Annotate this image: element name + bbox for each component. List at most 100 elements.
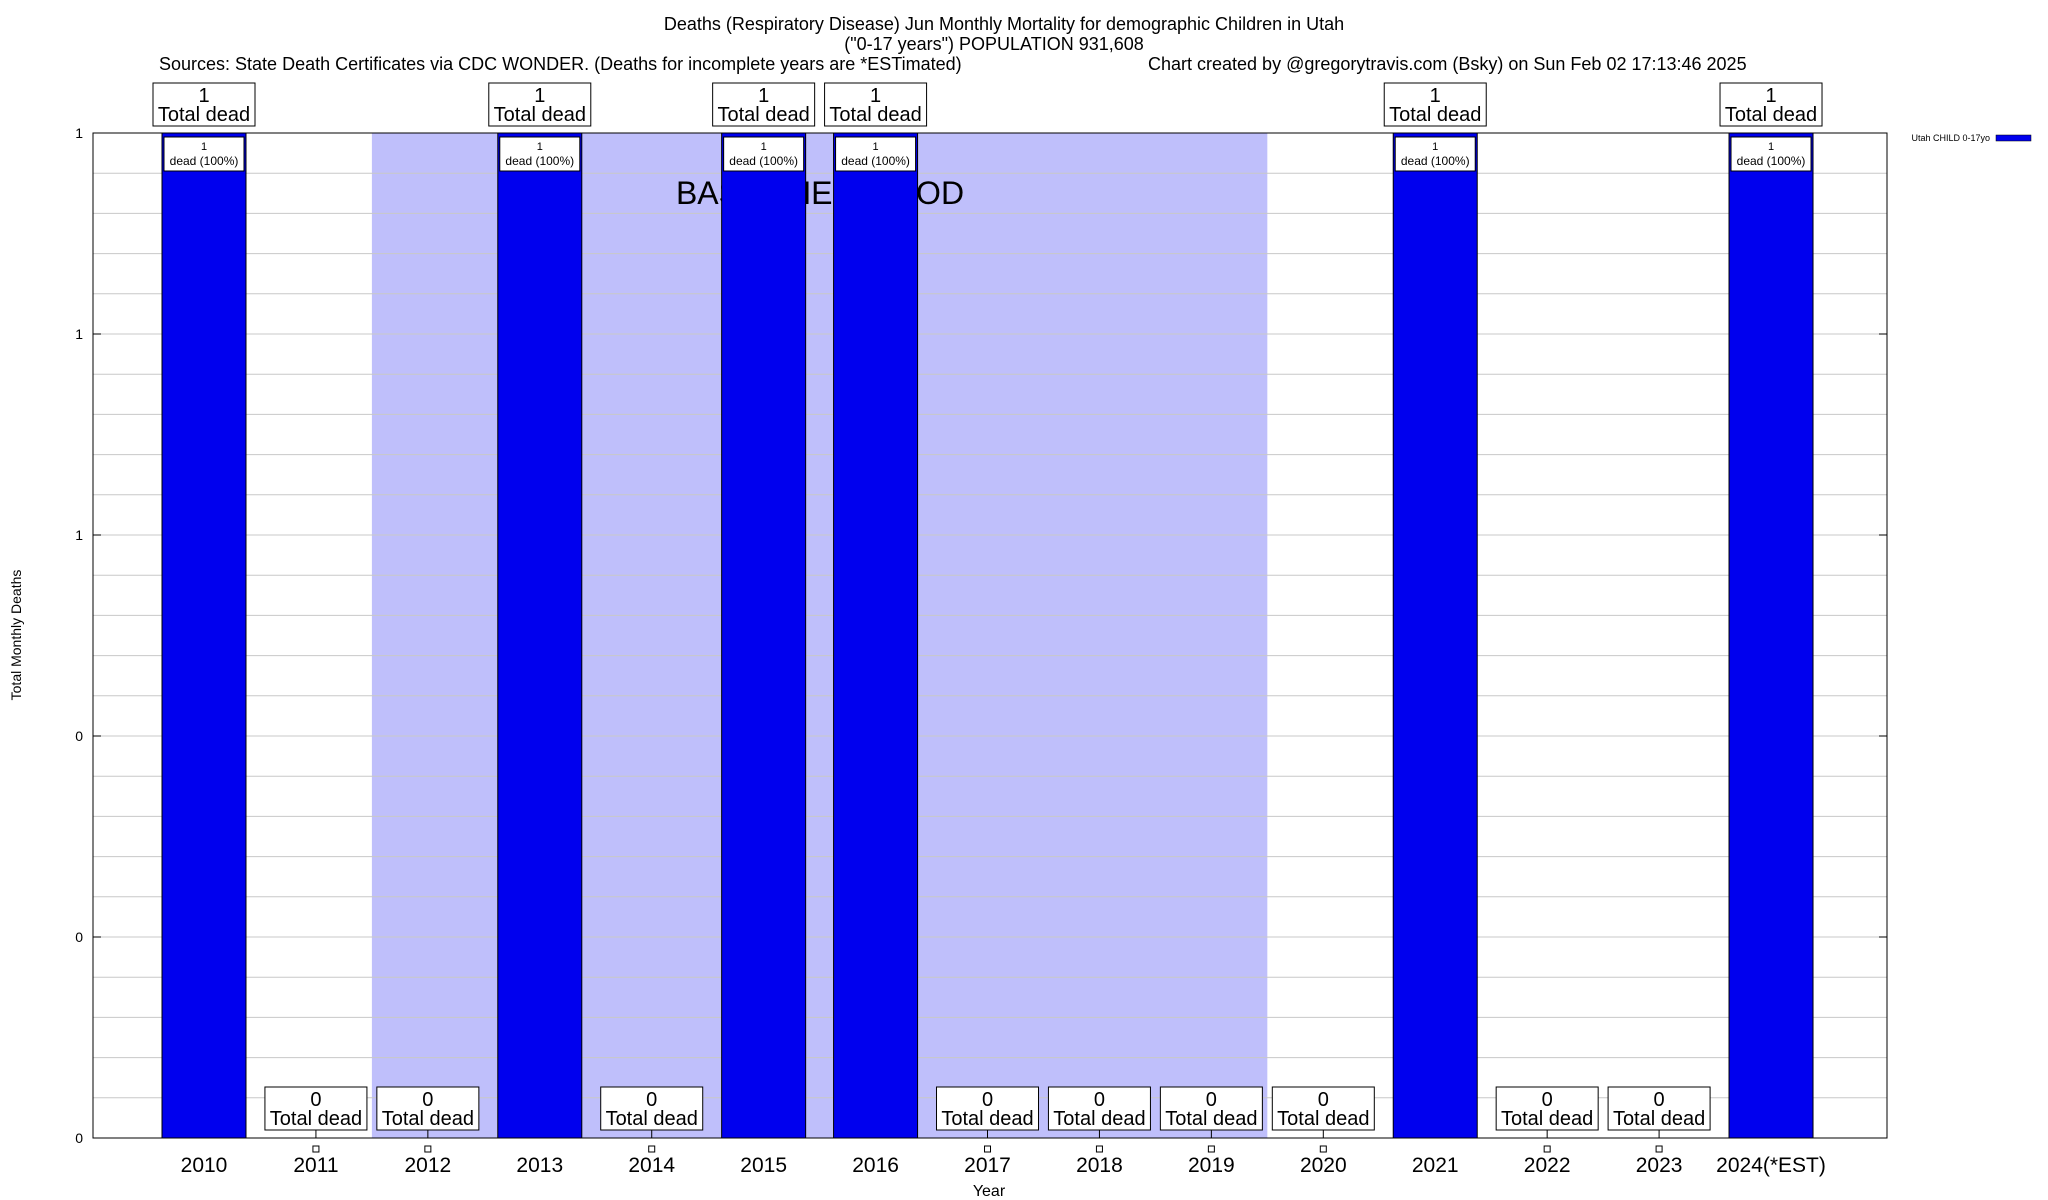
bar <box>1728 132 1814 1139</box>
chart-title-line-2: ("0-17 years") POPULATION 931,608 <box>844 34 1144 54</box>
total-label: Total dead <box>1613 1108 1705 1130</box>
chart-title-line-1: Deaths (Respiratory Disease) Jun Monthly… <box>663 14 1345 34</box>
total-box <box>152 82 256 127</box>
total-value: 0 <box>1654 1089 1665 1111</box>
y-tick-label: 1 <box>75 527 83 543</box>
x-tick-label: 2015 <box>740 1154 787 1177</box>
zero-bar-marker <box>312 1145 320 1153</box>
bar-label-percent: dead (100%) <box>1401 154 1470 168</box>
baseline-period-label: BASELINE PERIOD <box>676 175 964 211</box>
y-axis-title: Total Monthly Deaths <box>8 570 24 701</box>
total-label: Total dead <box>718 104 810 126</box>
sources-subtitle: Sources: State Death Certificates via CD… <box>159 54 962 74</box>
bar-label-box <box>1730 136 1812 172</box>
bar-label-box <box>499 136 581 172</box>
zero-bar-marker <box>1655 1145 1663 1153</box>
zero-bar-marker <box>1543 1145 1551 1153</box>
total-box <box>1495 1086 1599 1131</box>
y-tick-label: 0 <box>75 1130 83 1146</box>
x-tick-label: 2018 <box>1076 1154 1123 1177</box>
total-box <box>1383 82 1487 127</box>
bar-label-value: 1 <box>1432 141 1438 153</box>
total-value: 1 <box>198 85 209 107</box>
bar-label-box <box>835 136 917 172</box>
zero-bar-marker <box>648 1145 656 1153</box>
total-box <box>1607 1086 1711 1131</box>
total-box <box>264 1086 368 1131</box>
total-label: Total dead <box>158 104 250 126</box>
x-tick-label: 2014 <box>628 1154 675 1177</box>
bar-label-value: 1 <box>1768 141 1774 153</box>
zero-bar-marker <box>424 1145 432 1153</box>
x-tick-label: 2017 <box>964 1154 1011 1177</box>
y-tick-label: 0 <box>75 929 83 945</box>
x-tick-label: 2021 <box>1412 1154 1459 1177</box>
total-label: Total dead <box>1165 1108 1257 1130</box>
bar <box>721 132 807 1139</box>
total-label: Total dead <box>270 1108 362 1130</box>
total-box <box>1719 82 1823 127</box>
bar-label-box <box>163 136 245 172</box>
bar-label-percent: dead (100%) <box>841 154 910 168</box>
x-tick-label: 2016 <box>852 1154 899 1177</box>
total-value: 1 <box>1765 85 1776 107</box>
bar-label-percent: dead (100%) <box>1737 154 1806 168</box>
total-box <box>600 1086 704 1131</box>
total-box <box>1159 1086 1263 1131</box>
legend-label: Utah CHILD 0-17yo <box>1911 133 1990 143</box>
total-label: Total dead <box>1053 1108 1145 1130</box>
total-box <box>1047 1086 1151 1131</box>
total-value: 0 <box>1094 1089 1105 1111</box>
total-label: Total dead <box>606 1108 698 1130</box>
y-tick-label: 0 <box>75 728 83 744</box>
bar-label-percent: dead (100%) <box>729 154 798 168</box>
credit-subtitle: Chart created by @gregorytravis.com (Bsk… <box>1148 54 1747 74</box>
x-tick-label: 2013 <box>516 1154 563 1177</box>
total-value: 0 <box>646 1089 657 1111</box>
zero-bar-marker <box>1207 1145 1215 1153</box>
total-box <box>712 82 816 127</box>
x-tick-label: 2010 <box>181 1154 228 1177</box>
bar-label-percent: dead (100%) <box>505 154 574 168</box>
bar-label-value: 1 <box>537 141 543 153</box>
total-label: Total dead <box>494 104 586 126</box>
plot-frame <box>92 132 1888 1139</box>
bar-label-box <box>1394 136 1476 172</box>
bar <box>833 132 919 1139</box>
total-value: 0 <box>1206 1089 1217 1111</box>
x-tick-label: 2023 <box>1636 1154 1683 1177</box>
total-value: 0 <box>1318 1089 1329 1111</box>
total-label: Total dead <box>941 1108 1033 1130</box>
total-value: 1 <box>534 85 545 107</box>
total-value: 0 <box>1542 1089 1553 1111</box>
total-value: 1 <box>1430 85 1441 107</box>
x-tick-label: 2019 <box>1188 1154 1235 1177</box>
legend-swatch <box>1995 134 2032 142</box>
bar-label-value: 1 <box>201 141 207 153</box>
zero-bar-marker <box>984 1145 992 1153</box>
total-value: 0 <box>422 1089 433 1111</box>
total-label: Total dead <box>382 1108 474 1130</box>
total-box <box>376 1086 480 1131</box>
total-value: 1 <box>870 85 881 107</box>
bar-label-value: 1 <box>873 141 879 153</box>
x-axis-title: Year <box>973 1183 1006 1200</box>
total-label: Total dead <box>1277 1108 1369 1130</box>
total-value: 0 <box>982 1089 993 1111</box>
total-label: Total dead <box>1725 104 1817 126</box>
zero-bar-marker <box>1095 1145 1103 1153</box>
total-value: 0 <box>310 1089 321 1111</box>
total-box <box>488 82 592 127</box>
total-label: Total dead <box>829 104 921 126</box>
bar <box>161 132 247 1139</box>
zero-bar-marker <box>1319 1145 1327 1153</box>
x-tick-label: 2024(*EST) <box>1716 1154 1826 1177</box>
total-label: Total dead <box>1501 1108 1593 1130</box>
x-tick-label: 2011 <box>293 1154 338 1177</box>
bar-label-percent: dead (100%) <box>170 154 239 168</box>
y-tick-label: 1 <box>75 326 83 342</box>
y-tick-label: 1 <box>75 125 83 141</box>
x-tick-label: 2020 <box>1300 1154 1347 1177</box>
total-label: Total dead <box>1389 104 1481 126</box>
bar <box>497 132 583 1139</box>
